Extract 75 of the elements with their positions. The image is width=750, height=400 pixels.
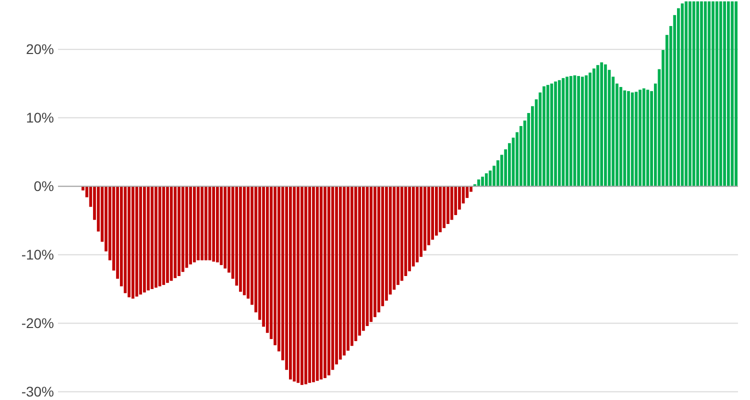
bar	[546, 84, 550, 186]
bar	[128, 186, 131, 298]
y-tick-label: 20%	[26, 41, 54, 58]
bar	[638, 90, 642, 186]
bar	[154, 186, 158, 288]
bar	[704, 1, 707, 186]
bar	[139, 186, 142, 295]
bar	[580, 76, 584, 186]
bar	[700, 1, 703, 186]
bar	[400, 186, 404, 281]
bar	[204, 186, 208, 260]
bar	[477, 179, 480, 186]
bar	[642, 88, 646, 186]
bar	[684, 1, 688, 186]
bar	[726, 1, 730, 186]
bar	[542, 86, 546, 186]
bar	[300, 186, 304, 385]
bar	[569, 76, 572, 186]
bar	[442, 186, 446, 228]
bar	[312, 186, 315, 382]
bar	[630, 92, 634, 186]
bar	[600, 62, 604, 186]
bar	[554, 82, 557, 186]
bar	[327, 186, 330, 376]
bar	[316, 186, 319, 381]
bar	[619, 86, 622, 186]
bar	[692, 1, 696, 186]
bar	[320, 186, 323, 380]
y-tick-label: -10%	[21, 246, 54, 263]
bar	[200, 186, 204, 260]
bar	[588, 72, 592, 186]
bar	[131, 186, 134, 299]
bar	[170, 186, 173, 281]
bar	[162, 186, 166, 285]
bar	[481, 176, 484, 186]
bar	[604, 64, 607, 186]
bar	[178, 186, 180, 276]
bar	[712, 1, 714, 186]
y-tick-label: -30%	[21, 384, 54, 400]
bar	[239, 186, 242, 292]
bar	[484, 173, 488, 186]
bar	[446, 186, 450, 224]
bar	[623, 90, 626, 186]
bar	[143, 186, 146, 292]
bar	[592, 68, 596, 186]
bar	[308, 186, 312, 383]
bar	[181, 186, 184, 272]
bar	[174, 186, 177, 278]
bar	[288, 186, 292, 380]
bar	[708, 1, 711, 186]
bar	[242, 186, 246, 296]
y-tick-label: -20%	[21, 315, 54, 332]
y-tick-label: 0%	[34, 178, 54, 194]
bar	[192, 186, 196, 262]
bar	[734, 1, 738, 186]
bar	[296, 186, 300, 383]
bar	[688, 1, 692, 186]
bar	[696, 1, 700, 186]
bar	[577, 76, 580, 186]
bar	[216, 186, 219, 262]
y-tick-label: 10%	[26, 110, 54, 126]
bar	[434, 186, 438, 236]
bar	[550, 84, 554, 186]
bar	[150, 186, 154, 290]
bar	[166, 186, 169, 283]
bar	[212, 186, 216, 262]
bar	[715, 1, 718, 186]
bar	[566, 76, 568, 186]
bar	[627, 91, 630, 186]
bar	[558, 80, 561, 186]
bar	[370, 186, 373, 322]
bar	[224, 186, 227, 268]
bar	[723, 1, 726, 186]
bar	[189, 186, 192, 264]
bar	[324, 186, 326, 378]
